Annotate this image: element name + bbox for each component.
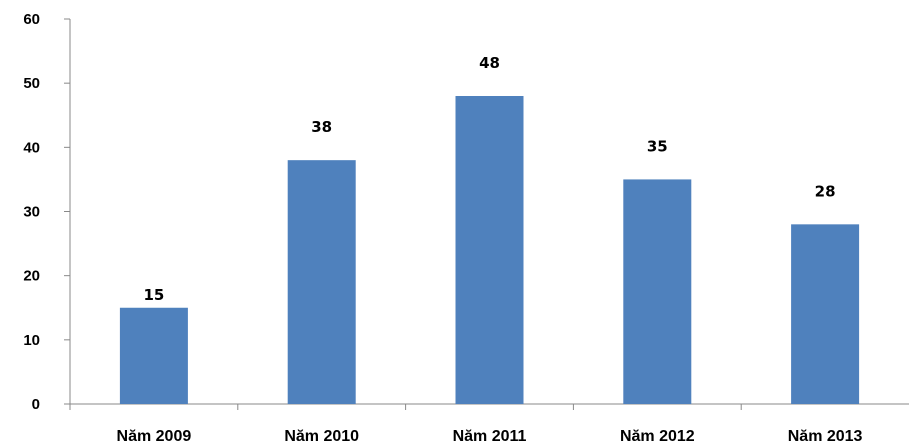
data-label: 15 xyxy=(143,286,164,304)
data-label: 38 xyxy=(311,118,332,136)
y-axis-ticks: 0 10 20 30 40 50 60 xyxy=(23,11,70,413)
y-tick-label: 40 xyxy=(23,139,40,156)
y-tick-label: 30 xyxy=(23,204,40,221)
data-label: 35 xyxy=(647,137,668,155)
x-category-label: Năm 2009 xyxy=(117,428,192,445)
y-tick-label: 20 xyxy=(23,268,40,285)
bar xyxy=(623,179,692,404)
bars-group xyxy=(119,96,860,404)
bar xyxy=(287,160,356,404)
x-category-label: Năm 2011 xyxy=(453,428,527,445)
data-label: 28 xyxy=(815,182,836,200)
x-category-label: Năm 2010 xyxy=(284,428,359,445)
bar xyxy=(119,307,188,404)
y-tick-label: 0 xyxy=(32,396,40,413)
x-axis-ticks xyxy=(69,404,742,410)
bar xyxy=(455,96,524,404)
y-tick-label: 50 xyxy=(23,75,40,92)
data-labels-group: 15 38 48 35 28 xyxy=(143,54,835,304)
category-labels-group: Năm 2009 Năm 2010 Năm 2011 Năm 2012 Năm 2013 xyxy=(117,428,863,445)
y-tick-label: 10 xyxy=(23,332,40,349)
y-tick-label: 60 xyxy=(23,11,40,28)
data-label: 48 xyxy=(479,54,500,72)
x-category-label: Năm 2012 xyxy=(620,428,695,445)
x-category-label: Năm 2013 xyxy=(788,428,863,445)
bar xyxy=(791,224,860,404)
